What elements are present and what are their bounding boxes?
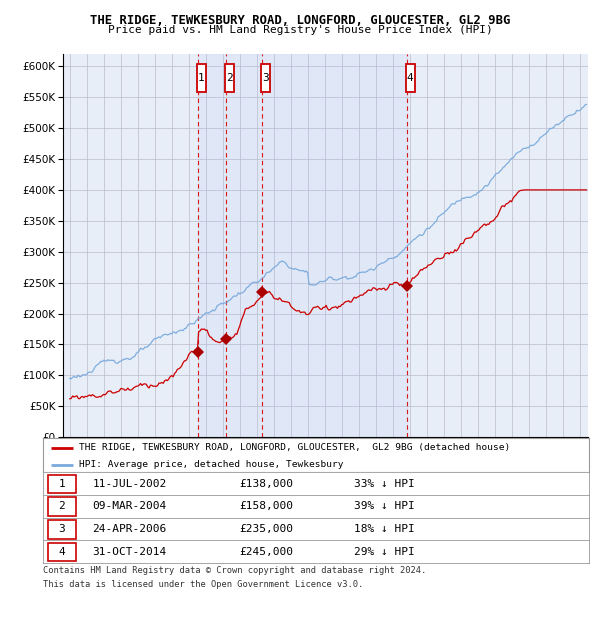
Text: 39% ↓ HPI: 39% ↓ HPI	[355, 502, 415, 512]
Text: THE RIDGE, TEWKESBURY ROAD, LONGFORD, GLOUCESTER, GL2 9BG: THE RIDGE, TEWKESBURY ROAD, LONGFORD, GL…	[90, 14, 510, 27]
Text: This data is licensed under the Open Government Licence v3.0.: This data is licensed under the Open Gov…	[43, 580, 364, 589]
FancyBboxPatch shape	[261, 64, 270, 92]
Bar	[47, 475, 76, 494]
Text: 24-APR-2006: 24-APR-2006	[92, 524, 167, 534]
Text: £235,000: £235,000	[240, 524, 294, 534]
Text: £158,000: £158,000	[240, 502, 294, 512]
FancyBboxPatch shape	[225, 64, 234, 92]
Text: 3: 3	[262, 73, 269, 83]
Bar	[198, 54, 407, 437]
Text: £245,000: £245,000	[240, 547, 294, 557]
Bar	[47, 520, 76, 539]
Text: Price paid vs. HM Land Registry's House Price Index (HPI): Price paid vs. HM Land Registry's House …	[107, 25, 493, 35]
Text: 29% ↓ HPI: 29% ↓ HPI	[355, 547, 415, 557]
Text: 18% ↓ HPI: 18% ↓ HPI	[355, 524, 415, 534]
Text: 4: 4	[407, 73, 413, 83]
Bar	[47, 542, 76, 561]
Text: 1: 1	[198, 73, 205, 83]
Text: 31-OCT-2014: 31-OCT-2014	[92, 547, 167, 557]
Text: 09-MAR-2004: 09-MAR-2004	[92, 502, 167, 512]
Text: £138,000: £138,000	[240, 479, 294, 489]
Text: HPI: Average price, detached house, Tewkesbury: HPI: Average price, detached house, Tewk…	[79, 461, 343, 469]
Text: 3: 3	[58, 524, 65, 534]
Text: 11-JUL-2002: 11-JUL-2002	[92, 479, 167, 489]
Text: 1: 1	[58, 479, 65, 489]
Text: 33% ↓ HPI: 33% ↓ HPI	[355, 479, 415, 489]
Bar	[47, 497, 76, 516]
Text: 2: 2	[226, 73, 233, 83]
Text: 2: 2	[58, 502, 65, 512]
FancyBboxPatch shape	[406, 64, 415, 92]
Text: Contains HM Land Registry data © Crown copyright and database right 2024.: Contains HM Land Registry data © Crown c…	[43, 566, 427, 575]
Text: 4: 4	[58, 547, 65, 557]
Text: THE RIDGE, TEWKESBURY ROAD, LONGFORD, GLOUCESTER,  GL2 9BG (detached house): THE RIDGE, TEWKESBURY ROAD, LONGFORD, GL…	[79, 443, 510, 453]
FancyBboxPatch shape	[197, 64, 206, 92]
